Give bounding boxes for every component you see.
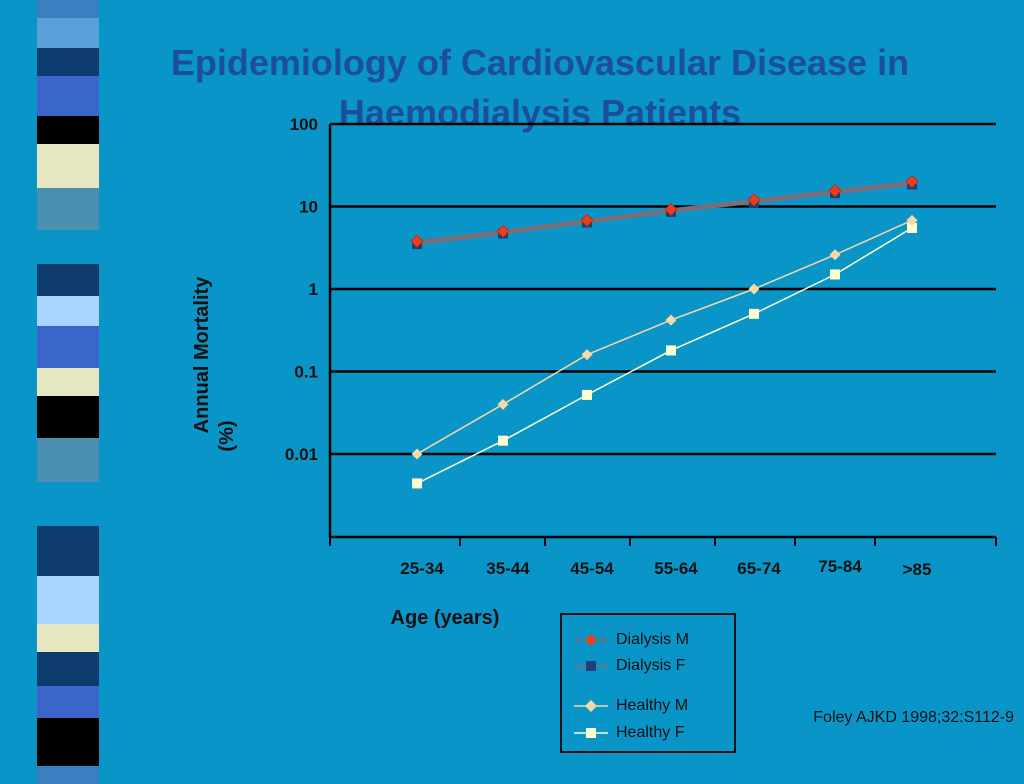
x-tick-label: 35-44 [486, 559, 530, 578]
y-tick-label: 100 [290, 115, 318, 134]
chart-legend: Dialysis M Dialysis F Healthy M Healthy … [560, 613, 736, 753]
x-axis-label: Age (years) [391, 607, 500, 629]
data-point [582, 349, 593, 360]
legend-item-dialysis-m: Dialysis M [574, 629, 689, 651]
y-tick-label: 0.01 [285, 445, 318, 464]
x-tick-label: 25-34 [400, 559, 444, 578]
legend-label-dialysis-m: Dialysis M [616, 631, 689, 649]
legend-item-dialysis-f: Dialysis F [574, 655, 685, 677]
series-layer [411, 176, 918, 489]
y-tick-label: 1 [309, 280, 318, 299]
grid-lines [330, 124, 996, 454]
x-tick-label: >85 [903, 560, 932, 579]
y-tick-label: 0.1 [294, 363, 318, 382]
series-healthy-f [412, 223, 917, 488]
x-tick-label: 45-54 [570, 559, 614, 578]
legend-label-healthy-m: Healthy M [616, 697, 688, 715]
legend-marker-healthy-m [574, 699, 608, 713]
data-point [498, 399, 509, 410]
legend-label-dialysis-f: Dialysis F [616, 657, 685, 675]
y-axis-label-line-1: Annual Mortality [191, 276, 213, 434]
legend-item-healthy-m: Healthy M [574, 695, 688, 717]
data-point [830, 249, 841, 260]
data-point [498, 436, 508, 446]
legend-marker-dialysis-f [574, 659, 608, 673]
x-tick-label: 65-74 [737, 559, 781, 578]
data-point [749, 309, 759, 319]
legend-item-healthy-f: Healthy F [574, 722, 684, 744]
citation: Foley AJKD 1998;32:S112-9 [813, 709, 1014, 727]
data-point [666, 315, 677, 326]
axis-labels: 100 10 1 0.1 0.01 25-34 35-44 45-54 55-64 65-74 75… [285, 115, 932, 579]
legend-marker-healthy-f [574, 726, 608, 740]
mortality-chart: 100 10 1 0.1 0.01 25-34 35-44 45-54 55-64 65-74 75… [0, 0, 1024, 768]
data-point [412, 478, 422, 488]
stripe [37, 766, 99, 784]
x-tick-label: 75-84 [818, 557, 862, 576]
series-line [417, 228, 912, 484]
data-point [749, 284, 760, 295]
y-tick-label: 10 [299, 198, 318, 217]
x-tick-label: 55-64 [654, 559, 698, 578]
data-point [830, 269, 840, 279]
legend-label-healthy-f: Healthy F [616, 724, 684, 742]
data-point [666, 345, 676, 355]
y-axis-label-line-2: (%) [216, 420, 238, 451]
series-healthy-m [412, 215, 918, 460]
data-point [582, 390, 592, 400]
data-point [412, 449, 423, 460]
legend-marker-dialysis-m [574, 633, 608, 647]
